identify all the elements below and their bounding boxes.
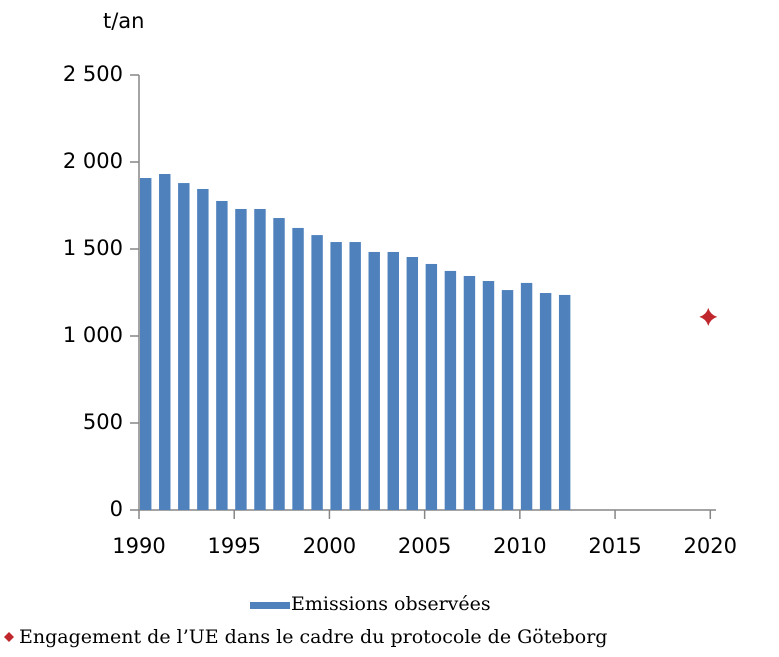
bar xyxy=(178,183,190,510)
bar xyxy=(406,257,419,510)
legend-marker xyxy=(4,632,14,642)
bar xyxy=(330,242,342,511)
y-tick-label: 2 000 xyxy=(63,149,123,173)
bar xyxy=(444,270,457,510)
bar xyxy=(501,290,514,510)
marker xyxy=(699,307,718,326)
y-tick-label: 500 xyxy=(83,410,123,434)
y-tick-label: 0 xyxy=(110,497,123,521)
bar xyxy=(368,251,380,510)
y-axis-label: t/an xyxy=(103,9,145,33)
legend-label: Emissions observées xyxy=(291,593,491,615)
bar xyxy=(140,178,152,510)
bar xyxy=(349,242,361,511)
bar xyxy=(520,282,533,510)
x-tick-label: 1990 xyxy=(112,534,165,558)
bar xyxy=(292,227,304,511)
bar xyxy=(482,281,495,510)
legend-swatch xyxy=(250,602,290,609)
bar xyxy=(463,275,476,510)
x-tick-label: 1995 xyxy=(207,534,260,558)
bar xyxy=(311,235,323,510)
x-tick-label: 2000 xyxy=(303,534,356,558)
x-tick-label: 2005 xyxy=(398,534,451,558)
bar xyxy=(558,294,571,510)
y-tick-label: 2 500 xyxy=(63,62,123,86)
legend-label: Engagement de l’UE dans le cadre du prot… xyxy=(19,626,607,648)
x-tick-label: 2020 xyxy=(684,534,737,558)
y-tick-label: 1 000 xyxy=(63,323,123,347)
y-tick-label: 1 500 xyxy=(63,236,123,260)
bar xyxy=(539,293,552,510)
bar xyxy=(159,174,171,511)
bar xyxy=(254,208,266,511)
bar xyxy=(425,263,438,510)
bar xyxy=(216,200,228,510)
bar xyxy=(273,218,285,510)
bar xyxy=(387,251,399,510)
x-tick-label: 2010 xyxy=(493,534,546,558)
bar xyxy=(197,188,209,510)
x-tick-label: 2015 xyxy=(588,534,641,558)
bar xyxy=(235,208,247,511)
